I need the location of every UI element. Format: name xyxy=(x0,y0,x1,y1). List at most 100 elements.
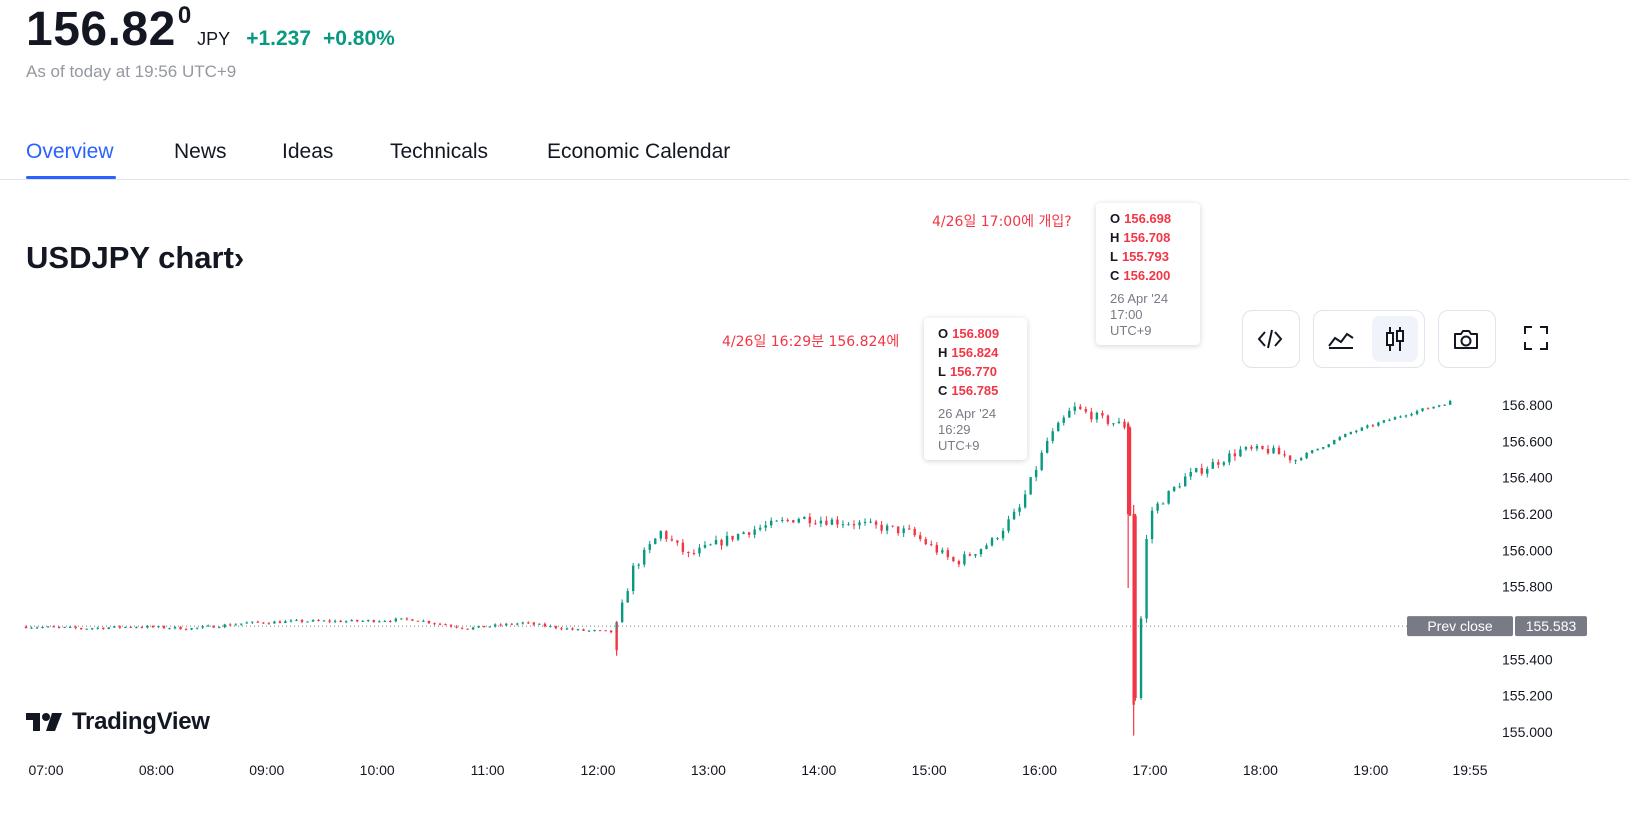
candle-body xyxy=(201,626,204,628)
candle-body xyxy=(245,622,248,624)
tt-close-value: 156.785 xyxy=(951,383,999,398)
candle-body xyxy=(593,630,596,632)
candle-body xyxy=(146,625,149,628)
candlestick-icon xyxy=(1386,327,1404,351)
candle-body xyxy=(1040,452,1043,470)
as-of-timestamp: As of today at 19:56 UTC+9 xyxy=(26,62,237,81)
candle-body xyxy=(1382,420,1386,423)
candle-body xyxy=(643,549,646,565)
candles-layer xyxy=(24,399,1452,736)
candle-body xyxy=(1299,458,1303,461)
area-chart-button[interactable] xyxy=(1314,312,1368,366)
candle-body xyxy=(841,524,845,526)
candle-body xyxy=(1338,437,1341,440)
candle-body xyxy=(433,623,436,625)
candle-body xyxy=(1421,408,1424,411)
candle-body xyxy=(681,542,685,552)
tab-economic-calendar[interactable]: Economic Calendar xyxy=(547,140,731,163)
candle-body xyxy=(924,539,927,545)
candle-body xyxy=(427,620,431,624)
candle-body xyxy=(1244,446,1248,450)
candlestick-chart-button[interactable] xyxy=(1372,316,1418,362)
embed-code-button[interactable] xyxy=(1243,312,1297,366)
candle-body xyxy=(1333,439,1336,445)
price-chart[interactable]: 156.800 156.600 156.400 156.200 156.000 155.8… xyxy=(0,180,1630,826)
tt-open-label: O xyxy=(938,326,949,341)
candle-body xyxy=(35,627,39,629)
candle-body xyxy=(1090,411,1093,420)
candle-body xyxy=(1112,423,1115,425)
candle-body xyxy=(885,525,889,531)
candle-body xyxy=(565,628,569,630)
candle-body xyxy=(190,628,193,630)
candle-body xyxy=(957,561,961,565)
candle-body xyxy=(1344,433,1347,438)
candle-body xyxy=(488,626,491,628)
candle-body xyxy=(527,622,530,624)
candle-body xyxy=(460,627,464,629)
fullscreen-button[interactable] xyxy=(1509,311,1563,365)
candle-body xyxy=(698,547,701,554)
candle-body xyxy=(240,623,243,625)
candle-body xyxy=(129,626,133,628)
candle-body xyxy=(560,628,563,630)
candle-body xyxy=(173,626,177,629)
candle-body xyxy=(1277,447,1281,455)
candle-body xyxy=(1228,453,1231,463)
candle-body xyxy=(858,522,861,526)
candle-body xyxy=(52,626,55,628)
candle-body xyxy=(720,539,723,546)
tt-high-label: H xyxy=(1110,230,1120,245)
candle-body xyxy=(350,619,353,622)
chart-type-group xyxy=(1313,310,1425,368)
candle-body xyxy=(941,550,944,553)
price-change: +1.237 xyxy=(246,27,312,50)
candle-body xyxy=(1250,446,1253,449)
candle-body xyxy=(1310,450,1314,453)
last-price-fraction: 0 xyxy=(177,2,192,29)
candle-body xyxy=(1134,515,1137,698)
candle-body xyxy=(206,625,210,627)
candle-body xyxy=(742,532,745,534)
candle-body xyxy=(1079,406,1082,410)
candle-body xyxy=(162,626,166,629)
candle-body xyxy=(1222,462,1226,465)
currency-label: JPY xyxy=(197,29,231,49)
snapshot-button[interactable] xyxy=(1439,312,1493,366)
x-tick-label: 12:00 xyxy=(580,762,615,778)
candle-body xyxy=(30,627,33,629)
tab-technicals[interactable]: Technicals xyxy=(390,140,489,163)
y-tick-label: 156.400 xyxy=(1502,470,1553,486)
candle-body xyxy=(974,554,977,556)
candle-body xyxy=(91,628,94,630)
candle-body xyxy=(1437,405,1441,407)
candle-body xyxy=(538,623,541,625)
candle-body xyxy=(1023,494,1027,508)
chart-title-link[interactable]: USDJPY chart› xyxy=(26,240,244,276)
candle-body xyxy=(328,620,331,622)
tt-date: 26 Apr '24 xyxy=(1110,291,1169,306)
tt-high-label: H xyxy=(938,345,948,360)
tradingview-logo[interactable]: TradingView xyxy=(26,708,210,736)
candle-body xyxy=(1156,503,1159,511)
tab-ideas[interactable]: Ideas xyxy=(282,140,334,163)
candle-body xyxy=(1377,422,1380,426)
candle-body xyxy=(836,519,839,525)
candle-body xyxy=(714,539,718,545)
candle-body xyxy=(455,626,458,628)
candle-body xyxy=(1001,530,1005,539)
candle-body xyxy=(609,630,613,633)
candle-body xyxy=(753,529,756,535)
candle-body xyxy=(731,535,734,540)
candle-body xyxy=(665,531,668,540)
tab-overview[interactable]: Overview xyxy=(26,140,114,163)
y-tick-label: 156.200 xyxy=(1502,506,1553,522)
candle-body xyxy=(1117,421,1121,424)
x-tick-label: 18:00 xyxy=(1243,762,1278,778)
annotation-1629: 4/26일 16:29분 156.824에 xyxy=(722,334,900,350)
candle-body xyxy=(990,538,994,546)
tab-news[interactable]: News xyxy=(174,140,227,163)
candle-body xyxy=(869,521,872,523)
candle-body xyxy=(471,627,475,630)
candle-body xyxy=(477,625,480,628)
